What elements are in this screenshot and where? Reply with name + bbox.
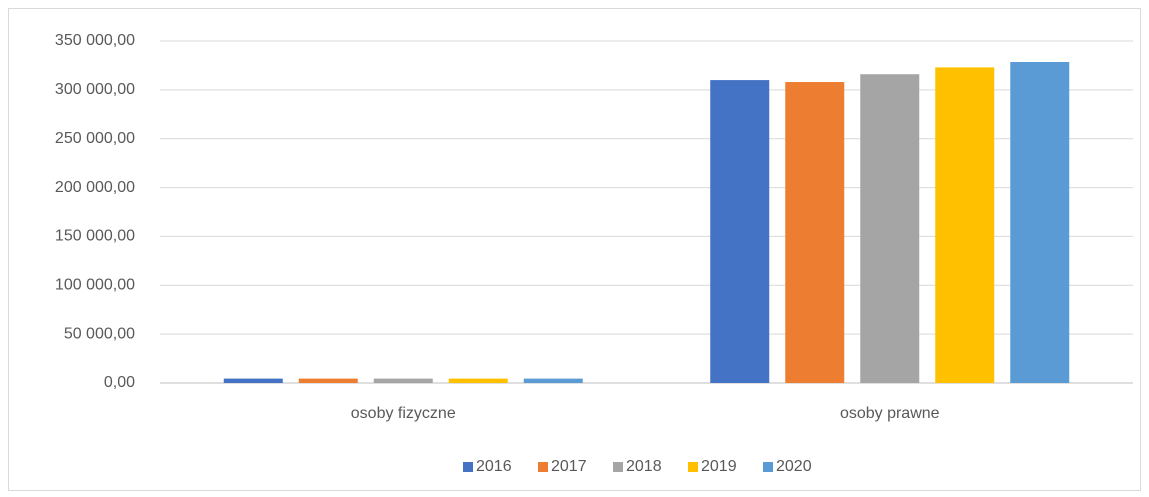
legend-label: 2016 [476, 458, 512, 475]
bar [523, 378, 583, 383]
legend-swatch [538, 462, 548, 472]
legend-swatch [613, 462, 623, 472]
y-tick-label: 0,00 [104, 374, 135, 391]
y-tick-label: 50 000,00 [64, 325, 135, 342]
bar [860, 74, 920, 384]
y-tick-label: 200 000,00 [55, 179, 135, 196]
y-tick-label: 250 000,00 [55, 130, 135, 147]
bar [1010, 62, 1070, 383]
bar [935, 67, 995, 383]
bar [785, 82, 845, 383]
legend-label: 2018 [626, 458, 662, 475]
y-tick-label: 150 000,00 [55, 228, 135, 245]
legend-label: 2020 [776, 458, 812, 475]
legend-swatch [763, 462, 773, 472]
bar [223, 378, 283, 383]
bar [373, 378, 433, 383]
bar [298, 378, 358, 383]
bar [448, 378, 508, 383]
bar [710, 80, 770, 383]
y-tick-label: 350 000,00 [55, 32, 135, 49]
legend-label: 2017 [551, 458, 587, 475]
legend-label: 2019 [701, 458, 737, 475]
legend-swatch [463, 462, 473, 472]
legend-swatch [688, 462, 698, 472]
y-tick-label: 100 000,00 [55, 277, 135, 294]
y-tick-label: 300 000,00 [55, 81, 135, 98]
x-tick-label: osoby fizyczne [351, 405, 456, 422]
x-tick-label: osoby prawne [840, 405, 940, 422]
